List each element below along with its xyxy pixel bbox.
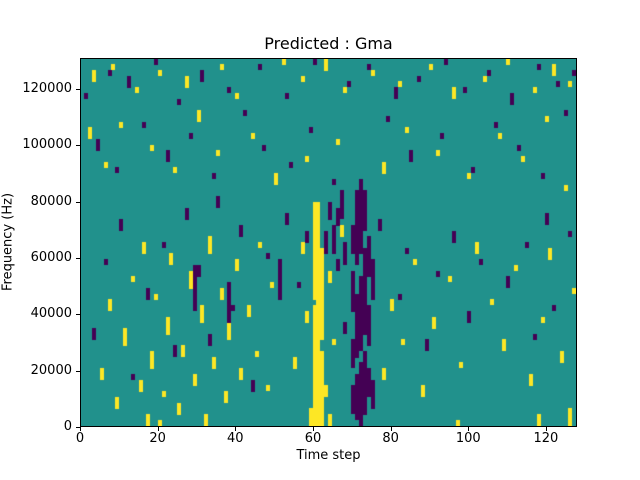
y-tick-mark bbox=[76, 314, 80, 316]
chart-title: Predicted : Gma bbox=[264, 34, 393, 53]
y-tick-label: 20000 bbox=[30, 362, 72, 378]
x-axis-label: Time step bbox=[296, 448, 361, 463]
x-tick-mark bbox=[468, 427, 470, 431]
plot-area bbox=[80, 58, 577, 427]
x-tick-mark bbox=[235, 427, 237, 431]
y-tick-label: 120000 bbox=[22, 81, 72, 97]
y-tick-label: 60000 bbox=[30, 250, 72, 266]
x-tick-label: 60 bbox=[304, 431, 322, 446]
y-tick-label: 40000 bbox=[30, 306, 72, 322]
heatmap-canvas bbox=[81, 59, 576, 426]
y-tick-label: 100000 bbox=[22, 137, 72, 153]
x-tick-mark bbox=[390, 427, 392, 431]
x-tick-label: 20 bbox=[149, 431, 166, 446]
x-tick-label: 100 bbox=[455, 431, 481, 446]
y-tick-mark bbox=[76, 89, 80, 91]
y-tick-label: 80000 bbox=[30, 193, 72, 209]
y-tick-label: 0 bbox=[63, 419, 72, 434]
y-tick-mark bbox=[76, 427, 80, 428]
x-tick-label: 80 bbox=[382, 431, 399, 446]
x-tick-mark bbox=[545, 427, 547, 431]
x-tick-label: 0 bbox=[75, 431, 85, 446]
x-tick-mark bbox=[312, 427, 314, 431]
y-tick-mark bbox=[76, 201, 80, 203]
y-tick-mark bbox=[76, 145, 80, 147]
x-tick-label: 120 bbox=[533, 431, 559, 446]
x-tick-label: 40 bbox=[227, 431, 244, 446]
x-tick-mark bbox=[157, 427, 159, 431]
y-tick-mark bbox=[76, 370, 80, 372]
x-tick-mark bbox=[80, 427, 81, 431]
y-tick-mark bbox=[76, 258, 80, 260]
